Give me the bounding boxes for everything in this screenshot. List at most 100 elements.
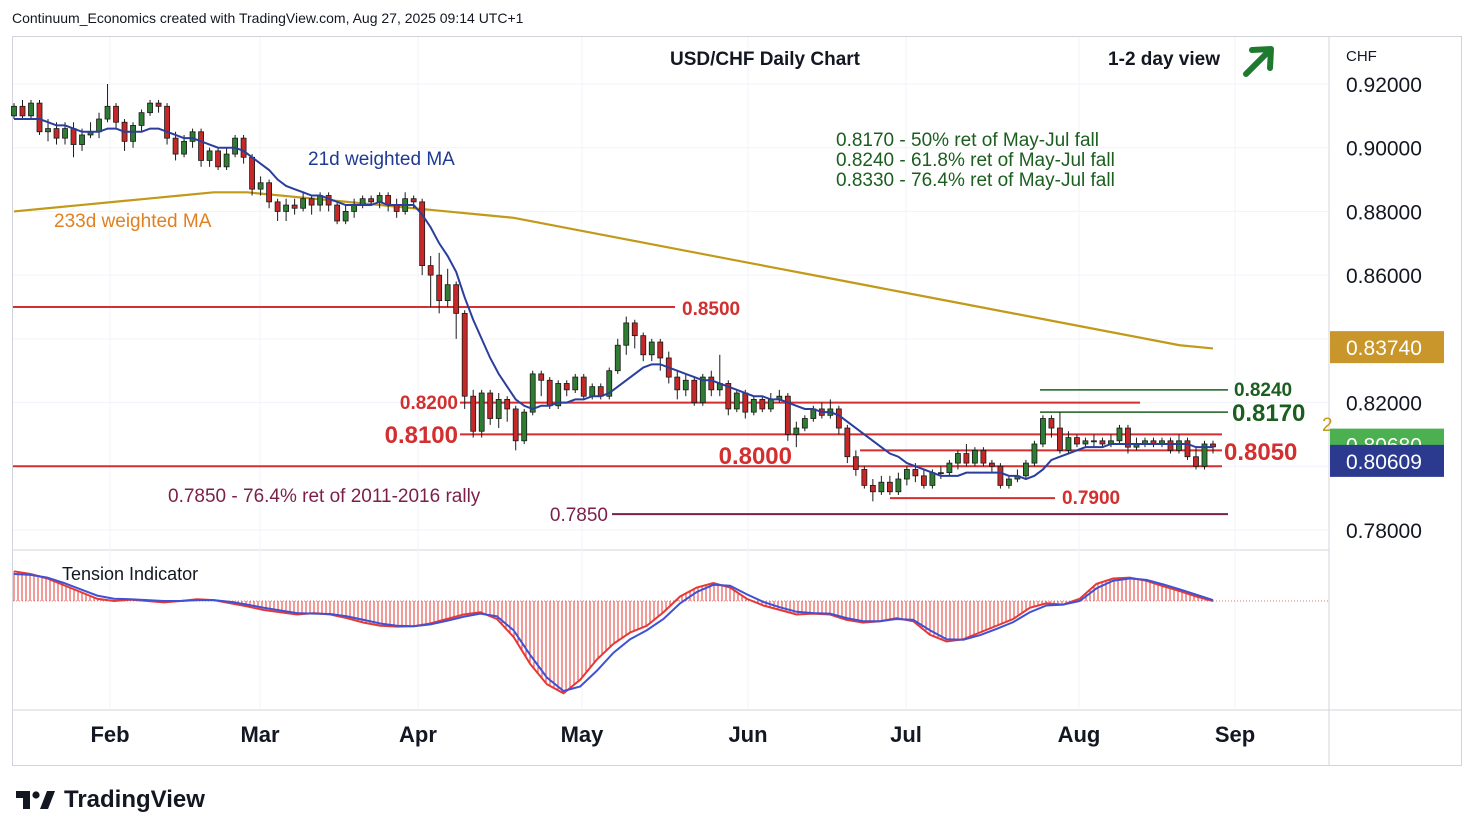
candle — [759, 396, 766, 413]
candle — [19, 99, 26, 120]
candle — [963, 443, 970, 467]
candle — [640, 332, 647, 362]
candle — [325, 192, 332, 212]
candle — [291, 198, 298, 215]
level-label-0.7850: 0.7850 — [550, 505, 608, 526]
candle — [274, 198, 281, 221]
candle — [1057, 412, 1063, 454]
currency-label: CHF — [1346, 48, 1377, 65]
tradingview-logo[interactable]: TradingView — [16, 786, 205, 814]
candle — [648, 338, 655, 362]
candle — [359, 195, 366, 209]
level-label-0.8240: 0.8240 — [1234, 380, 1292, 401]
candle — [1116, 424, 1123, 444]
x-tick-label: Apr — [399, 722, 437, 747]
candle — [427, 256, 434, 307]
ma233-label: 233d weighted MA — [54, 211, 212, 232]
x-tick-label: Aug — [1058, 722, 1101, 747]
candle — [342, 205, 349, 225]
candle — [104, 84, 111, 123]
candle — [1040, 415, 1046, 448]
candle — [886, 475, 893, 495]
y-tick-label: 0.78000 — [1346, 520, 1422, 543]
price-badge: 0.83740 — [1330, 331, 1444, 364]
candle — [563, 380, 570, 397]
candle — [878, 475, 885, 495]
candle — [835, 405, 842, 435]
y-tick-label: 0.92000 — [1346, 74, 1422, 97]
tradingview-logo-icon — [16, 791, 55, 809]
x-tick-label: Jul — [890, 722, 922, 747]
candle — [198, 128, 204, 167]
candle — [308, 195, 315, 215]
candle — [28, 99, 34, 120]
fib-note: 0.8240 - 61.8% ret of May-Jul fall — [836, 150, 1115, 171]
candle — [631, 319, 638, 349]
candle — [937, 466, 944, 480]
x-tick-label: May — [561, 722, 605, 747]
candle — [521, 408, 528, 444]
candle — [920, 469, 927, 489]
candle — [478, 389, 485, 438]
candle — [980, 447, 987, 467]
chart-title: USD/CHF Daily Chart — [670, 49, 861, 70]
candle — [716, 354, 723, 397]
candle — [113, 103, 119, 129]
candle — [206, 147, 213, 167]
candle — [1201, 440, 1208, 470]
level-label-0.8000: 0.8000 — [719, 443, 792, 470]
candle — [368, 195, 375, 206]
candle — [572, 373, 579, 394]
candle — [232, 134, 238, 158]
candle — [495, 393, 502, 429]
candle — [733, 389, 740, 413]
candle — [972, 447, 978, 467]
candle — [954, 450, 961, 470]
candle — [844, 424, 851, 464]
candle — [623, 316, 630, 355]
candle — [708, 370, 715, 397]
level-label-0.8170: 0.8170 — [1232, 400, 1305, 427]
chart-frame — [12, 36, 1462, 766]
candle — [223, 147, 230, 171]
candle — [470, 389, 477, 438]
candle — [240, 134, 247, 164]
candle — [1065, 431, 1072, 454]
candle — [861, 466, 868, 489]
candle — [1006, 475, 1012, 489]
candle — [674, 370, 681, 400]
candle — [682, 373, 689, 397]
y-tick-label: 0.88000 — [1346, 201, 1422, 224]
candle — [1048, 415, 1055, 438]
candle — [504, 396, 511, 422]
candle — [147, 99, 153, 116]
candle — [11, 103, 17, 120]
candle — [1082, 437, 1089, 448]
candle — [1091, 434, 1097, 448]
x-tick-label: Sep — [1215, 722, 1255, 747]
level-label-0.8500: 0.8500 — [682, 299, 740, 320]
fib-note: 0.8170 - 50% ret of May-Jul fall — [836, 130, 1099, 151]
candle — [1150, 437, 1157, 448]
arrow-up-right-icon — [1243, 46, 1274, 77]
candle — [767, 393, 774, 413]
candle — [989, 459, 995, 473]
candle — [869, 479, 876, 502]
candle — [1023, 459, 1029, 480]
candle — [487, 389, 494, 425]
fib-note: 0.8330 - 76.4% ret of May-Jul fall — [836, 170, 1115, 191]
usdchf-daily-chart[interactable]: Tension Indicator USD/CHF Daily Chart 1-2… — [0, 0, 1474, 780]
candle — [257, 176, 264, 196]
x-tick-label: Mar — [240, 722, 280, 747]
candle — [283, 198, 290, 221]
tension-indicator-title: Tension Indicator — [62, 564, 198, 584]
candle — [36, 99, 43, 135]
ma21-label: 21d weighted MA — [308, 149, 455, 170]
candle — [1184, 437, 1191, 460]
candle — [512, 405, 519, 451]
candle — [436, 252, 443, 314]
candle — [1142, 437, 1148, 448]
level-label-0.8100: 0.8100 — [385, 422, 458, 449]
x-tick-label: Feb — [90, 722, 129, 747]
candle — [1099, 437, 1106, 448]
